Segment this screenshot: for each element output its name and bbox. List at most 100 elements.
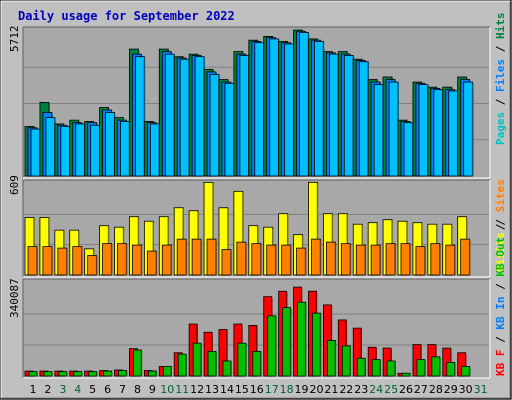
bar-kb-out-7 — [118, 370, 127, 377]
bar-kb-out-17 — [267, 315, 277, 377]
legend-part: Sites — [494, 179, 507, 212]
x-tick-label: 24 — [369, 383, 383, 396]
bar-kb-out-22 — [341, 345, 351, 377]
bar-kb-out-19 — [297, 301, 306, 377]
bar-sites-15 — [236, 241, 247, 276]
bar-sites-26 — [400, 243, 411, 276]
top-ymax-label: 5712 — [8, 26, 21, 53]
bar-sites-27 — [415, 246, 426, 276]
x-tick-label: 2 — [44, 383, 51, 396]
bar-kb-out-16 — [252, 350, 262, 377]
bar-kb-out-29 — [446, 361, 456, 377]
x-tick-label: 21 — [324, 383, 338, 396]
x-tick-label: 14 — [220, 383, 234, 396]
bottom-ymax-label: 340087 — [8, 278, 21, 318]
panel-bottom — [22, 278, 491, 379]
bar-pages-23 — [358, 61, 369, 177]
x-tick-label: 11 — [175, 383, 189, 396]
bar-kb-out-9 — [147, 370, 157, 377]
bar-kb-out-25 — [386, 360, 396, 377]
x-tick-label: 19 — [295, 383, 309, 396]
bar-pages-17 — [269, 38, 280, 177]
x-tick-label: 28 — [429, 383, 443, 396]
legend-part: Files — [494, 59, 507, 92]
legend-part: Hits — [494, 13, 507, 40]
bar-sites-20 — [311, 238, 321, 276]
bar-pages-11 — [179, 58, 190, 177]
bar-pages-12 — [194, 56, 205, 177]
bar-kb-out-10 — [162, 366, 172, 377]
legend-part: / — [494, 223, 507, 237]
bar-sites-18 — [281, 244, 292, 276]
x-tick-label: 3 — [59, 383, 66, 396]
bar-kb-out-26 — [401, 372, 411, 377]
x-tick-label: 17 — [265, 383, 279, 396]
bar-sites-2 — [42, 246, 53, 276]
bar-kb-out-1 — [28, 371, 38, 377]
bar-pages-26 — [403, 122, 414, 177]
bar-kb-out-13 — [207, 350, 217, 377]
middle-ymax-label: 609 — [8, 175, 21, 195]
bar-pages-21 — [328, 53, 339, 177]
bar-sites-5 — [87, 255, 98, 276]
bar-kb-out-11 — [177, 353, 187, 377]
chart-title: Daily usage for September 2022 — [18, 9, 235, 23]
bar-pages-15 — [239, 55, 250, 177]
legend-part: / — [494, 277, 507, 297]
bar-sites-1 — [27, 246, 38, 276]
bar-pages-29 — [448, 90, 459, 177]
legend-part: / — [494, 92, 507, 112]
bar-pages-5 — [90, 124, 101, 177]
bar-sites-9 — [146, 250, 157, 276]
bar-pages-2 — [45, 117, 56, 177]
bar-pages-6 — [105, 112, 115, 177]
bar-pages-7 — [120, 121, 130, 177]
x-tick-label: 7 — [119, 383, 126, 396]
bar-kb-out-15 — [237, 342, 247, 377]
x-tick-label: 9 — [149, 383, 156, 396]
x-tick-label: 10 — [160, 383, 174, 396]
bar-sites-21 — [325, 241, 336, 276]
bar-sites-6 — [102, 243, 112, 276]
legend-part: / — [494, 330, 507, 350]
bar-sites-17 — [266, 244, 277, 276]
bar-sites-19 — [296, 247, 306, 276]
bar-kb-out-4 — [73, 371, 83, 377]
x-tick-label: 13 — [205, 383, 219, 396]
bar-pages-20 — [314, 41, 324, 177]
bar-kb-out-2 — [43, 371, 53, 377]
bar-sites-12 — [191, 238, 202, 276]
bar-kb-out-27 — [416, 359, 426, 377]
bar-sites-28 — [430, 243, 441, 276]
bar-sites-8 — [132, 244, 142, 276]
x-tick-label: 25 — [384, 383, 398, 396]
bar-sites-10 — [161, 244, 172, 276]
bar-pages-14 — [224, 82, 235, 177]
x-axis-labels: 1 2 3 4 5 6 7 8 9 10 11 12 13 14 15 16 17 18 19 20 21 22 23 24 2… — [30, 383, 488, 396]
bar-sites-16 — [251, 243, 262, 276]
bar-kb-out-23 — [356, 357, 366, 377]
bar-sites-30 — [460, 238, 471, 276]
bar-pages-25 — [388, 81, 399, 177]
bar-sites-3 — [57, 247, 68, 276]
bar-kb-out-20 — [312, 312, 321, 377]
bar-kb-out-8 — [133, 349, 142, 377]
x-tick-label: 23 — [354, 383, 368, 396]
x-tick-label: 29 — [444, 383, 458, 396]
bar-sites-29 — [445, 244, 456, 276]
x-tick-label: 1 — [30, 383, 37, 396]
panel-top — [22, 26, 491, 179]
legend-part: KB In — [494, 297, 507, 330]
bar-kb-out-21 — [326, 340, 336, 377]
bar-kb-out-6 — [103, 370, 112, 377]
bar-kb-out-3 — [58, 371, 68, 377]
x-tick-label: 8 — [134, 383, 141, 396]
bar-pages-10 — [164, 53, 175, 177]
legend-part: / — [494, 212, 507, 232]
bar-pages-28 — [433, 89, 444, 177]
x-tick-label: 26 — [399, 383, 413, 396]
x-tick-label: 31 — [474, 383, 488, 396]
bar-kb-out-28 — [431, 356, 441, 377]
bar-sites-22 — [340, 243, 351, 276]
